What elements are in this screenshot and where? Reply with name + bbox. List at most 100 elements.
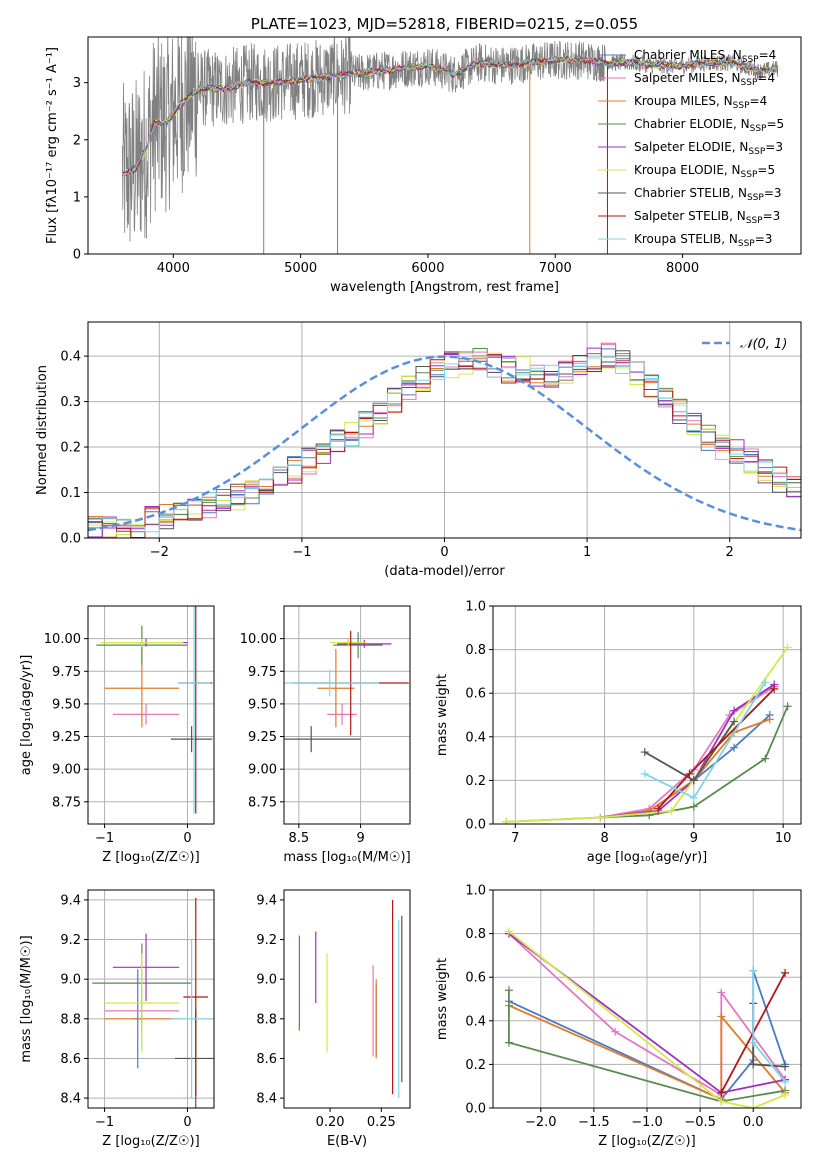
x-axis-label: Z [log₁₀(Z/Z☉)]	[102, 1134, 199, 1149]
series-point-salp_stelib	[717, 1088, 726, 1097]
legend-label-main: Salpeter ELODIE, N	[634, 140, 748, 154]
y-tick-label: 8.75	[52, 795, 81, 810]
legend-label: Chabrier ELODIE, NSSP=5	[634, 117, 784, 134]
x-tick-label: −2.0	[525, 1115, 557, 1130]
plot-area	[96, 606, 213, 814]
x-tick-label: 9	[356, 831, 364, 846]
y-tick-label: 0.4	[465, 730, 486, 745]
legend-label-sub: SSP	[733, 101, 750, 111]
series-line-krou_elodie	[506, 646, 789, 823]
x-tick-label: 9	[690, 831, 698, 846]
legend-label: Salpeter ELODIE, NSSP=3	[634, 140, 783, 157]
x-tick-label: −1.5	[578, 1115, 610, 1130]
legend-label-sub: SSP	[747, 193, 764, 203]
x-tick-label: −1	[95, 831, 114, 846]
y-tick-label: 0	[73, 248, 81, 263]
x-tick-label: 0.0	[743, 1115, 764, 1130]
legend-label-main: Chabrier ELODIE, N	[634, 117, 750, 131]
series-point-chab_stelib	[781, 1062, 790, 1071]
legend-label-tail: =3	[763, 209, 781, 223]
spectrum-panel: 4000 5000 6000 7000 8000 0 1 2 3 wavelength [Angs…	[45, 15, 802, 295]
x-tick-label: 8	[600, 831, 608, 846]
x-tick-label: 8.5	[288, 831, 309, 846]
series-point-chab_elodie	[783, 702, 792, 711]
y-tick-label: 0.0	[60, 532, 81, 547]
series-point-krou_elodie	[596, 813, 605, 822]
axes-frame	[87, 889, 215, 1109]
legend-label-sub: SSP	[748, 147, 765, 157]
y-axis-label: mass weight	[435, 674, 450, 756]
y-tick-label: 1.0	[465, 600, 486, 615]
x-tick-label: 0	[440, 545, 448, 560]
legend-label: Kroupa MILES, NSSP=4	[634, 94, 767, 111]
histogram-salp_miles	[88, 344, 801, 538]
axes-frame	[283, 605, 411, 825]
y-axis-label: Flux [fλ10⁻¹⁷ erg cm⁻² s⁻¹ A⁻¹]	[45, 47, 60, 244]
legend-label: Kroupa ELODIE, NSSP=5	[634, 163, 775, 180]
axes-frame	[87, 321, 802, 539]
residuals-panel: −2 −1 0 1 2 0.0 0.1 0.2 0.3 0.4 (data-model)/error…	[35, 321, 802, 579]
y-tick-label: 9.50	[248, 697, 277, 712]
y-tick-label: 9.75	[52, 665, 81, 680]
series-point-krou_stelib	[749, 1038, 758, 1047]
y-tick-label: 9.4	[256, 893, 277, 908]
y-axis-label: mass [log₁₀(M/M☉)]	[19, 935, 34, 1062]
plot-area	[122, 37, 779, 254]
histogram-krou_elodie	[88, 352, 801, 535]
y-tick-label: 0.6	[465, 687, 486, 702]
legend-label: Kroupa STELIB, NSSP=3	[634, 232, 772, 249]
x-tick-label: 5000	[284, 261, 317, 276]
series-point-salp_miles	[717, 988, 726, 997]
histogram-krou_miles	[88, 342, 801, 538]
y-tick-label: 9.25	[52, 730, 81, 745]
mass_vs_Z-panel: −1 0 8.4 8.6 8.8 9.0 9.2 9.4 Z [log₁₀(Z/Z☉)] mass…	[19, 889, 215, 1149]
series-point-krou_elodie	[749, 1104, 758, 1108]
series-point-chab_elodie	[504, 986, 513, 995]
y-tick-label: 1.0	[465, 884, 486, 899]
y-tick-label: 8.8	[256, 1012, 277, 1027]
y-tick-label: 0.3	[60, 395, 81, 410]
legend-label-tail: =4	[757, 71, 775, 85]
series-point-chab_stelib	[730, 717, 739, 726]
y-tick-label: 0.1	[60, 486, 81, 501]
y-tick-label: 9.00	[248, 763, 277, 778]
y-tick-label: 0.2	[60, 441, 81, 456]
y-tick-label: 0.4	[60, 350, 81, 365]
legend-label-sub: SSP	[738, 239, 755, 249]
legend-label-sub: SSP	[746, 216, 763, 226]
x-axis-label: wavelength [Angstrom, rest frame]	[330, 280, 559, 295]
series-line-krou_miles	[599, 718, 771, 819]
x-axis-label: E(B-V)	[327, 1134, 367, 1149]
x-tick-label: −1	[95, 1115, 114, 1130]
mass_weight_vs_age-panel: 7 8 9 10 0.0 0.2 0.4 0.6 0.8 1.0 age [log₁₀(age/yr…	[435, 600, 802, 865]
legend-label: Salpeter STELIB, NSSP=3	[634, 209, 780, 226]
axes-frame	[283, 889, 411, 1109]
x-tick-label: 2	[726, 545, 734, 560]
x-tick-label: −2	[150, 545, 169, 560]
x-tick-label: 6000	[411, 261, 444, 276]
y-tick-label: 0.8	[465, 643, 486, 658]
x-tick-label: 7	[511, 831, 519, 846]
x-tick-label: 1	[583, 545, 591, 560]
y-tick-label: 9.00	[52, 763, 81, 778]
mass_weight_vs_Z-panel: −2.0 −1.5 −1.0 −0.5 0.0 0.0 0.2 0.4 0.6 0.8 1.0 Z […	[435, 884, 802, 1149]
y-axis-label: Normed distribution	[35, 365, 50, 495]
x-axis-label: Z [log₁₀(Z/Z☉)]	[598, 1134, 695, 1149]
legend-label-tail: =3	[765, 140, 783, 154]
y-tick-label: 8.75	[248, 795, 277, 810]
legend-label-tail: =3	[755, 232, 773, 246]
x-tick-label: −0.5	[684, 1115, 716, 1130]
x-axis-label: (data-model)/error	[384, 564, 505, 579]
chart-title: PLATE=1023, MJD=52818, FIBERID=0215, z=0…	[251, 15, 638, 33]
y-tick-label: 9.75	[248, 665, 277, 680]
x-axis-label: Z [log₁₀(Z/Z☉)]	[102, 850, 199, 865]
y-tick-label: 9.50	[52, 697, 81, 712]
plot-area	[298, 899, 403, 1099]
series-point-krou_stelib	[781, 1077, 790, 1086]
y-tick-label: 8.6	[256, 1052, 277, 1067]
series-point-salp_elodie	[730, 706, 739, 715]
series-point-salp_stelib	[654, 804, 663, 813]
plot-area	[88, 342, 801, 538]
x-tick-label: 0.20	[316, 1115, 345, 1130]
series-point-krou_stelib	[749, 966, 758, 975]
